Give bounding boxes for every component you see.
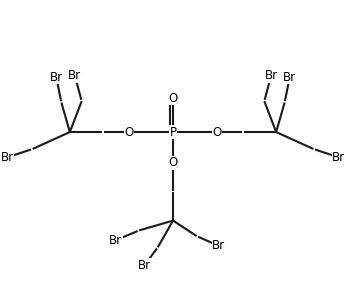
Text: O: O xyxy=(169,92,177,105)
Text: Br: Br xyxy=(212,239,225,252)
Text: Br: Br xyxy=(265,69,277,82)
Text: Br: Br xyxy=(283,71,296,84)
Text: O: O xyxy=(125,126,134,139)
Text: O: O xyxy=(212,126,221,139)
Text: Br: Br xyxy=(50,71,63,84)
Text: Br: Br xyxy=(1,151,14,164)
Text: Br: Br xyxy=(109,234,122,247)
Text: O: O xyxy=(169,157,177,169)
Text: Br: Br xyxy=(332,151,345,164)
Text: Br: Br xyxy=(138,259,151,272)
Text: P: P xyxy=(170,126,176,139)
Text: Br: Br xyxy=(69,69,81,82)
